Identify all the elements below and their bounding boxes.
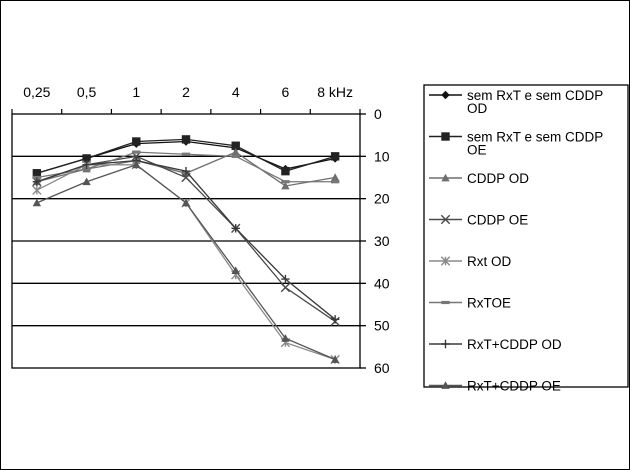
series-8 — [32, 160, 340, 363]
data-point — [281, 180, 290, 184]
legend-label: RxT+CDDP OE — [467, 379, 561, 394]
data-point — [330, 173, 340, 181]
legend-box — [423, 84, 629, 388]
data-point — [132, 150, 141, 154]
legend-marker — [441, 132, 450, 141]
x-tick-label: 8 kHz — [317, 84, 353, 100]
data-point — [330, 180, 340, 184]
series-group — [32, 135, 340, 365]
data-point — [32, 185, 42, 195]
y-axis-ticks: 0 10 20 30 40 50 60 — [360, 106, 390, 376]
x-tick-label: 6 — [282, 84, 290, 100]
data-point — [231, 141, 240, 150]
data-point — [181, 135, 191, 144]
legend-marker — [441, 381, 450, 389]
series-line — [36, 164, 336, 361]
data-point — [181, 152, 191, 156]
data-point — [280, 282, 291, 293]
data-point — [32, 198, 42, 207]
data-point — [181, 166, 191, 176]
series-5 — [32, 160, 340, 365]
y-tick-label: 40 — [374, 275, 390, 291]
legend-item: CDDP OD — [429, 171, 529, 186]
data-point — [330, 152, 340, 161]
series-4 — [32, 151, 340, 327]
data-point — [132, 137, 141, 146]
data-point — [231, 224, 240, 233]
y-tick-label: 20 — [374, 191, 390, 207]
y-tick-label: 60 — [374, 360, 390, 376]
x-tick-label: 1 — [132, 84, 140, 100]
legend-marker — [441, 90, 450, 100]
series-2 — [32, 135, 340, 178]
legend-marker — [441, 300, 450, 305]
legend-label: OD — [467, 101, 488, 116]
data-point — [330, 355, 340, 363]
data-point — [281, 166, 290, 176]
data-point — [281, 181, 290, 190]
data-point — [231, 154, 240, 158]
data-point — [231, 266, 240, 274]
legend-label: CDDP OD — [467, 171, 529, 186]
data-point — [82, 177, 91, 186]
legend-item: RxTOE — [429, 296, 511, 311]
data-point — [32, 175, 42, 180]
legend-marker — [441, 339, 450, 349]
x-tick-label: 2 — [182, 84, 190, 100]
legend-label: sem RxT e sem CDDP — [467, 130, 603, 145]
y-tick-label: 50 — [374, 318, 390, 334]
legend-marker — [440, 214, 451, 225]
legend-marker — [441, 173, 450, 182]
x-tick-label: 0,5 — [77, 84, 97, 100]
legend-label: CDDP OE — [467, 213, 528, 228]
x-axis-ticks: 0,25 0,5 1 2 4 6 8 kHz — [11, 84, 361, 114]
data-point — [132, 160, 141, 169]
legend-label: RxT+CDDP OD — [467, 337, 562, 352]
legend-label: Rxt OD — [467, 254, 512, 269]
legend-item: RxT+CDDP OE — [429, 379, 561, 394]
data-point — [82, 167, 91, 171]
y-tick-label: 30 — [374, 233, 390, 249]
data-point — [32, 177, 42, 186]
legend-label: sem RxT e sem CDDP — [467, 88, 603, 103]
data-point — [32, 169, 42, 178]
series-line — [36, 164, 336, 361]
data-point — [181, 198, 191, 207]
x-tick-label: 4 — [232, 84, 240, 100]
data-point — [330, 315, 340, 324]
y-tick-label: 0 — [374, 106, 382, 122]
data-point — [82, 160, 91, 169]
series-6 — [32, 150, 340, 184]
legend-item: CDDP OE — [429, 213, 528, 228]
data-point — [82, 154, 91, 163]
legend-marker — [440, 256, 451, 266]
legend-label: RxTOE — [467, 296, 511, 311]
legend-item: RxT+CDDP OD — [429, 337, 562, 352]
x-tick-label: 0,25 — [23, 84, 50, 100]
data-point — [281, 274, 290, 284]
data-point — [231, 147, 240, 156]
grid-lines — [12, 155, 360, 327]
y-tick-label: 10 — [374, 148, 390, 164]
legend-label: OE — [467, 143, 487, 158]
data-point — [281, 334, 290, 342]
legend-item: Rxt OD — [429, 254, 512, 269]
